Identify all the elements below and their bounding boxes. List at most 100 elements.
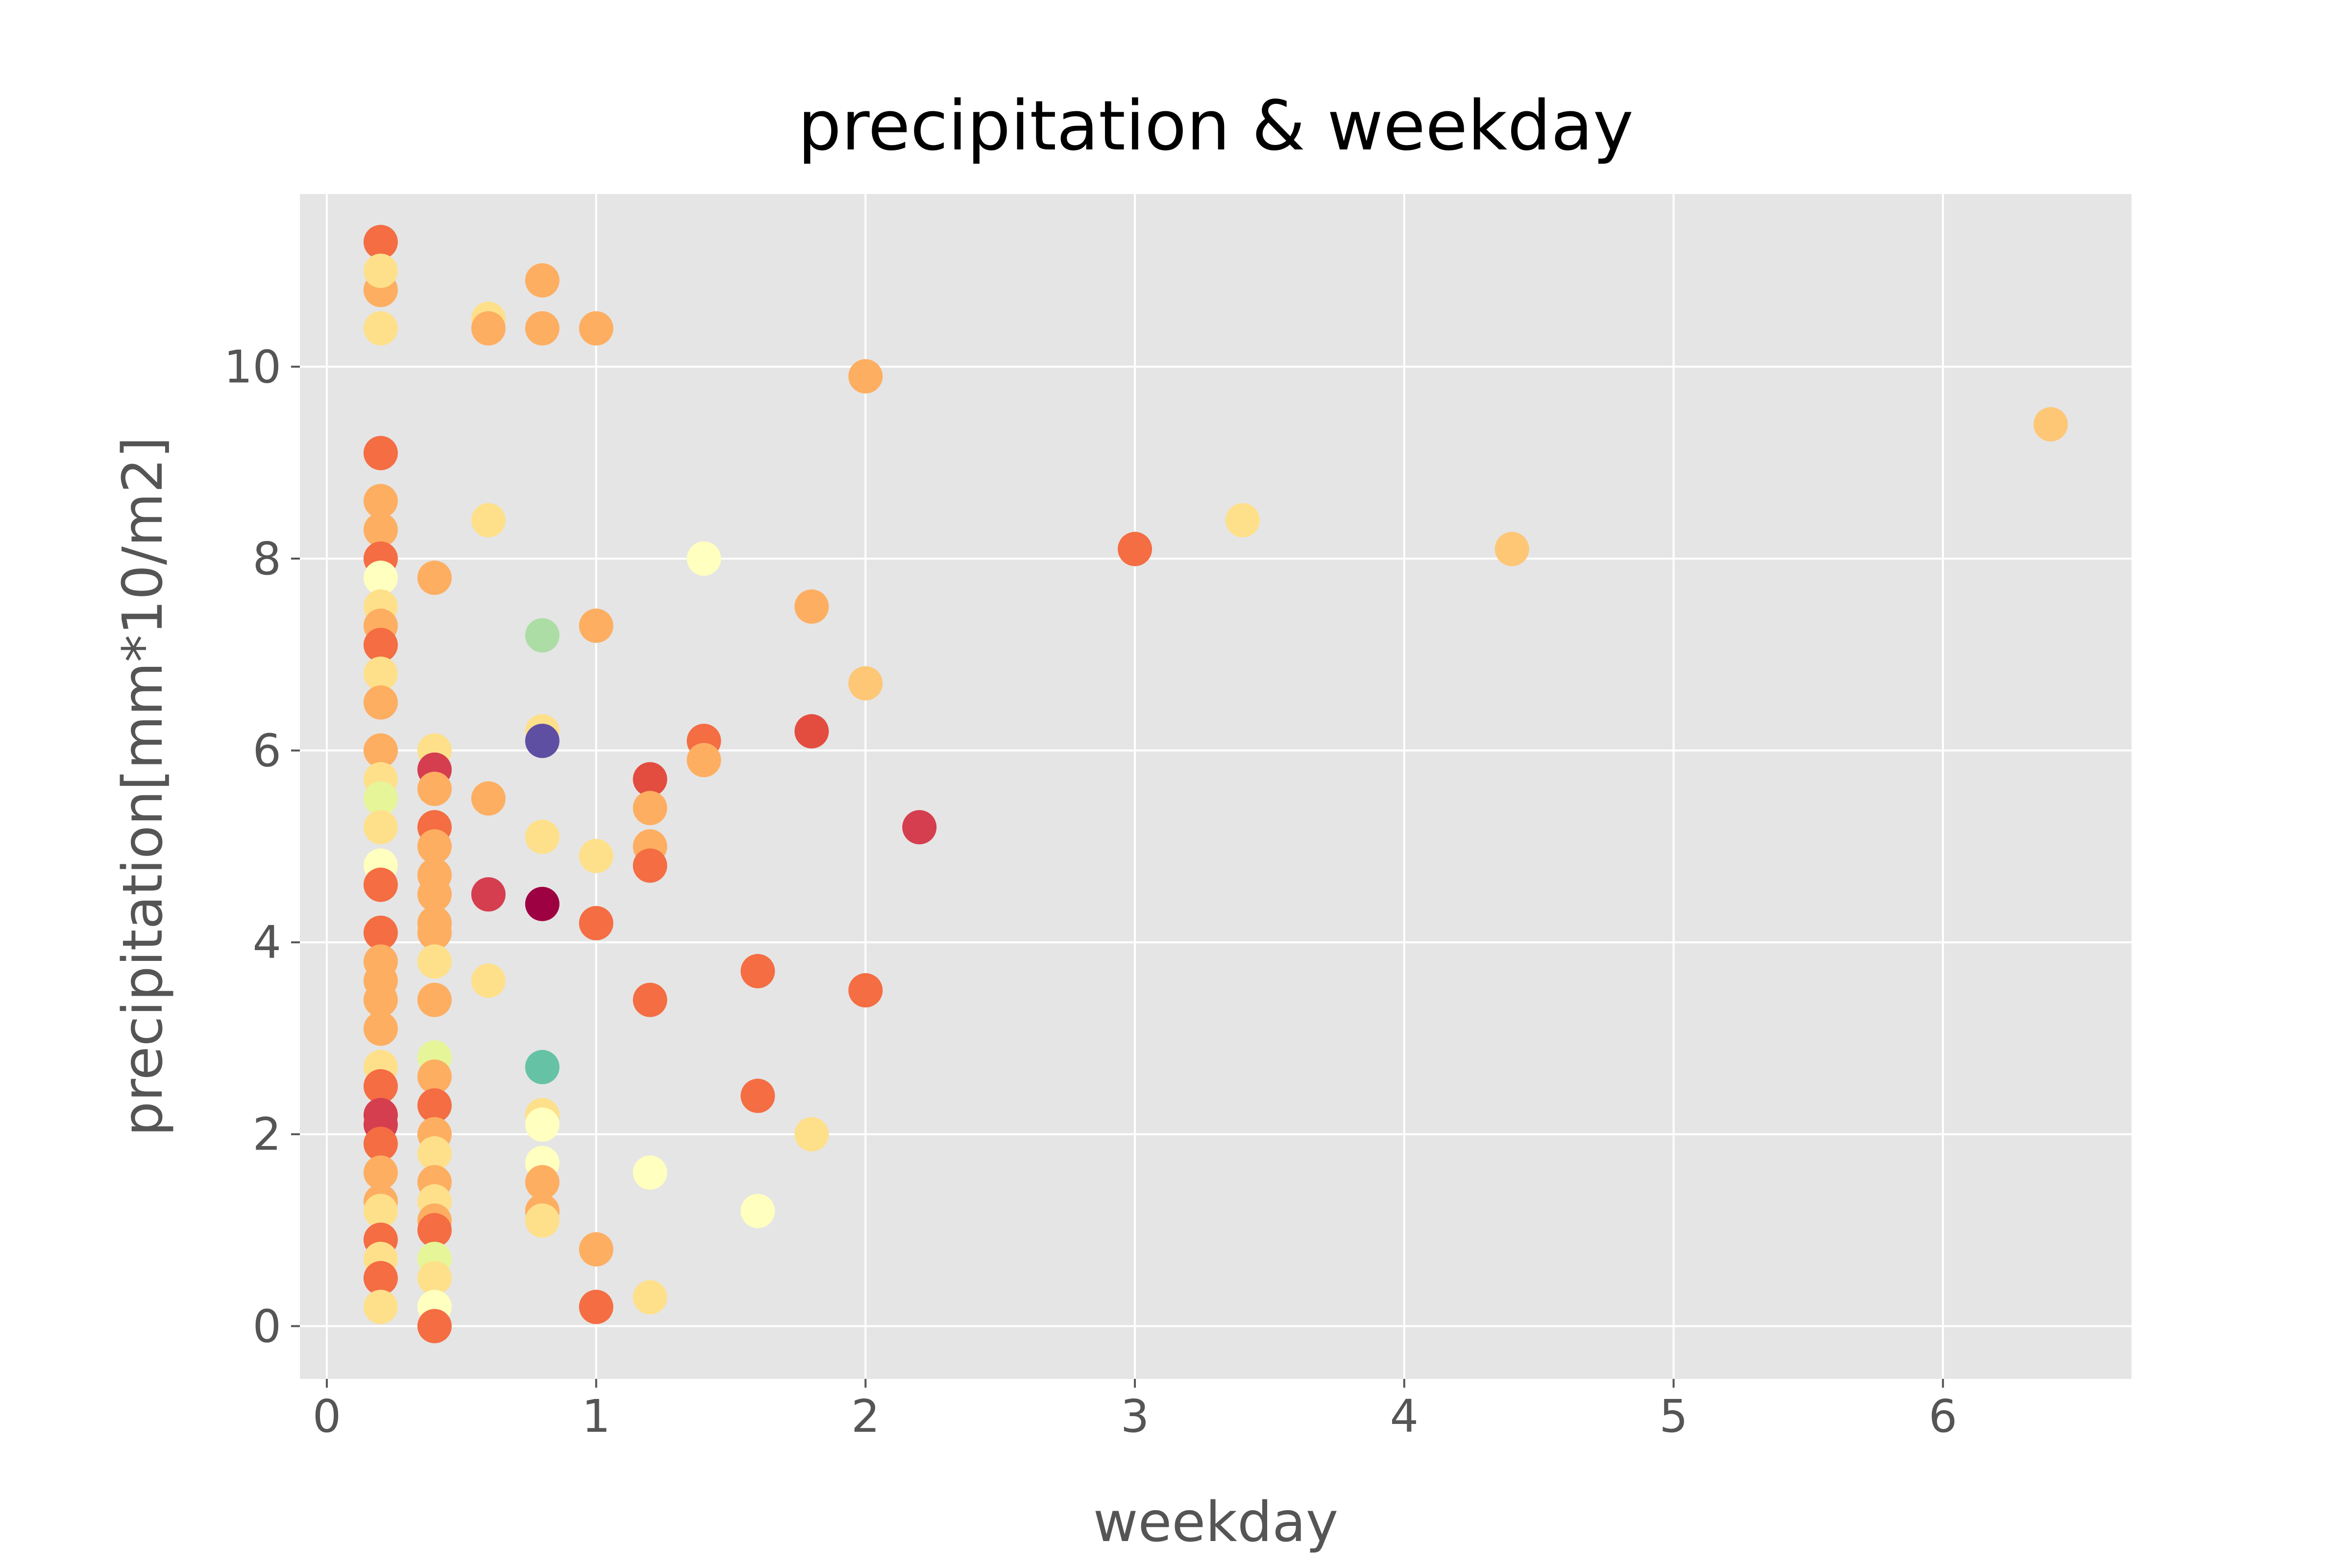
grid-lines [300,194,2132,1379]
data-point [363,561,398,595]
data-point [633,848,667,883]
y-tick-label: 8 [252,533,281,585]
x-tick-label: 5 [1659,1390,1688,1443]
data-point [579,1232,613,1267]
data-point [848,666,883,701]
x-tick-label: 3 [1121,1390,1150,1443]
data-point [417,1309,452,1344]
data-point [363,733,398,768]
data-point [417,561,452,595]
data-point [363,656,398,691]
data-point [525,724,560,758]
data-point [471,963,506,998]
data-point [794,714,829,749]
data-point [363,311,398,346]
data-point [525,311,560,346]
data-point [579,838,613,873]
data-point [633,791,667,826]
data-point [633,762,667,797]
data-point [633,982,667,1017]
data-point [417,944,452,979]
data-point [363,1127,398,1161]
data-point [363,781,398,816]
data-point [579,609,613,643]
data-point [363,513,398,547]
y-tick-label: 6 [252,725,281,777]
data-point [417,1213,452,1248]
data-point [417,1261,452,1296]
y-tick-label: 10 [224,341,281,393]
data-point [794,1117,829,1152]
data-point [525,1107,560,1142]
x-tick-label: 6 [1929,1390,1958,1443]
data-point [363,867,398,902]
data-point [525,618,560,653]
data-point [848,973,883,1008]
chart-title: precipitation & weekday [798,86,1634,166]
data-point [686,541,721,576]
data-point [1225,503,1260,538]
y-tick-label: 0 [252,1300,281,1352]
data-point [417,1059,452,1094]
x-tick-label: 1 [582,1390,611,1443]
data-point [363,1155,398,1190]
data-point [525,819,560,854]
data-point [363,915,398,950]
data-point [633,1280,667,1315]
data-point [633,1155,667,1190]
data-point [1118,532,1152,566]
data-point [417,1088,452,1123]
data-point [363,1261,398,1296]
data-point [2034,407,2068,441]
data-point [363,224,398,259]
data-point [1494,532,1529,566]
data-point [363,810,398,845]
y-tick-label: 2 [252,1108,281,1161]
x-tick-label: 0 [313,1390,342,1443]
data-point [579,1290,613,1324]
data-point [363,253,398,288]
data-point [471,781,506,816]
data-point [740,954,775,988]
data-point [363,1194,398,1228]
data-point [525,1203,560,1238]
data-point [363,982,398,1017]
x-tick-label: 2 [851,1390,880,1443]
data-point [363,1011,398,1046]
data-point [363,628,398,662]
data-point [740,1078,775,1113]
data-point [686,743,721,778]
plot-area [300,194,2132,1379]
data-point [363,436,398,470]
data-point [363,685,398,720]
data-point [417,829,452,864]
data-point [363,1069,398,1103]
data-point [579,906,613,940]
data-point [848,359,883,393]
x-axis-label: weekday [1093,1491,1338,1554]
data-point [417,877,452,912]
data-point [417,915,452,950]
data-point [902,810,937,845]
data-point [525,263,560,298]
data-point [579,311,613,346]
data-point [525,1050,560,1084]
data-point [471,311,506,346]
data-point [417,1136,452,1171]
y-tick-label: 4 [252,916,281,969]
data-point [363,1290,398,1324]
data-point [794,589,829,624]
axis-ticks: 0 1 2 3 4 5 6 0 2 4 6 8 10 [224,341,1958,1443]
y-axis-label: precipitation[mm*10/m2] [111,437,175,1136]
data-point [471,877,506,912]
x-tick-label: 4 [1390,1390,1419,1443]
data-point [525,886,560,921]
data-point [417,982,452,1017]
data-point [740,1194,775,1228]
data-point [363,484,398,518]
data-point [417,771,452,806]
data-point [525,1165,560,1200]
data-point [471,503,506,538]
data-points [363,224,2068,1344]
